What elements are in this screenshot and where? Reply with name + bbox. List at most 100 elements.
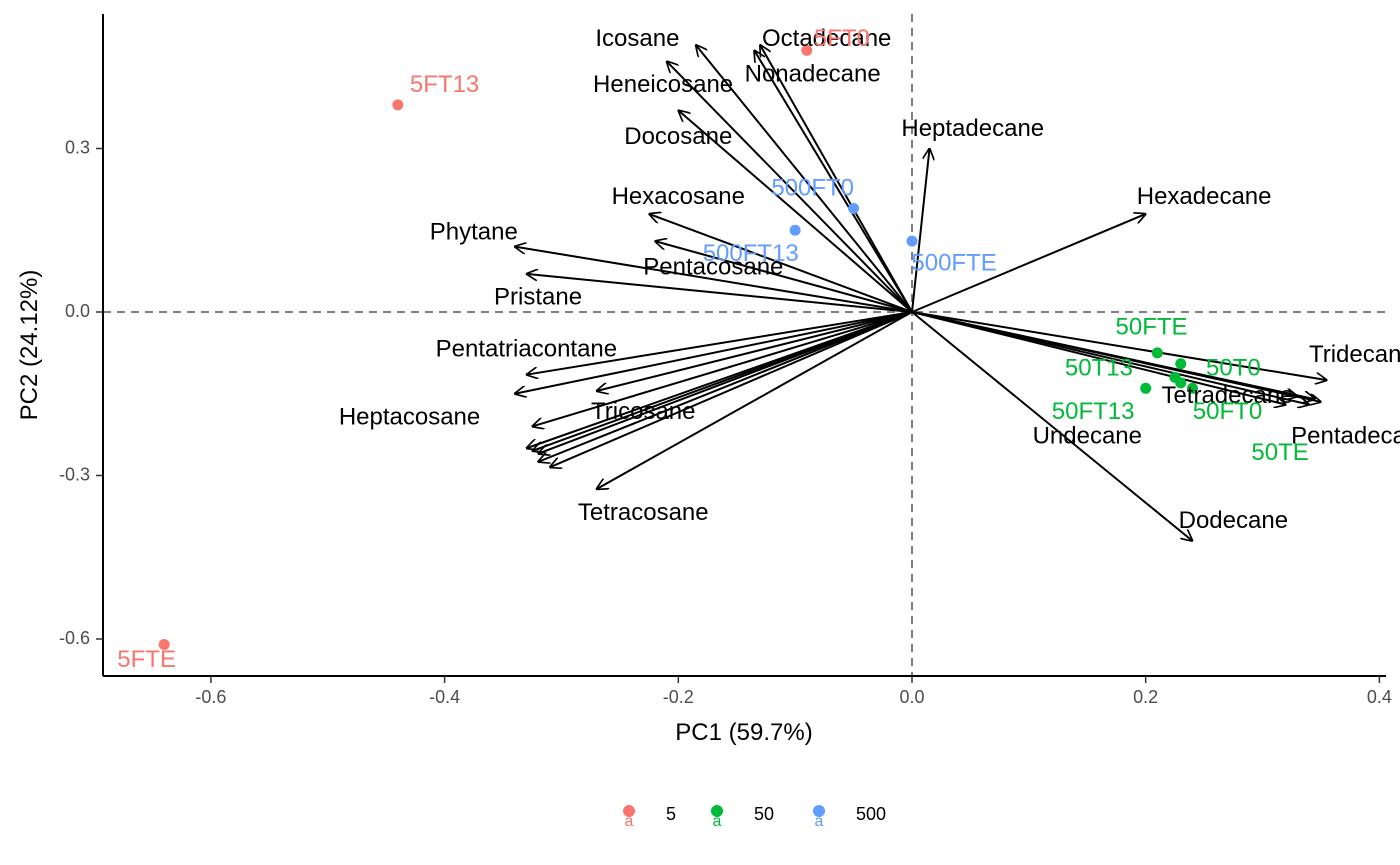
data-point (1186, 382, 1198, 394)
loading-arrow (538, 311, 913, 454)
loading-arrow (667, 61, 913, 313)
observation-label: 500FT13 (703, 240, 799, 267)
loading-arrows (515, 45, 1327, 541)
reference-lines (103, 14, 1386, 676)
y-axis-title: PC2 (24.12%) (16, 270, 43, 421)
y-tick-label: -0.6 (59, 628, 90, 648)
loading-label: Phytane (430, 218, 518, 245)
legend-key-glyph: a (625, 813, 634, 830)
loading-label: Tridecane (1309, 341, 1400, 368)
loading-arrow (760, 45, 913, 313)
legend-item: a 500 (813, 804, 886, 830)
loading-label: Tricosane (591, 398, 695, 425)
observation-label: 500FT0 (771, 175, 854, 202)
loading-label: Dodecane (1179, 507, 1288, 534)
observation-label: 50T13 (1065, 355, 1133, 382)
loading-arrow (515, 247, 913, 313)
loading-label: Pentadecane (1291, 423, 1400, 450)
legend-item: a 50 (711, 804, 774, 830)
loading-label: Tetradecane (1161, 382, 1293, 409)
loading-label: Undecane (1033, 423, 1142, 450)
loading-arrow (526, 274, 913, 313)
data-point (801, 44, 813, 56)
x-tick-label: 0.4 (1367, 687, 1392, 707)
observation-label: 50FT13 (1052, 398, 1135, 425)
loading-arrow (911, 311, 1298, 396)
data-point (906, 235, 918, 247)
loading-label: Hexadecane (1137, 183, 1272, 210)
legend-label: 5 (666, 804, 676, 824)
loading-arrow (538, 311, 913, 462)
loading-arrow (754, 50, 913, 313)
loading-arrow (678, 110, 913, 313)
x-tick-label: -0.6 (195, 687, 226, 707)
observation-label: 50T0 (1206, 355, 1261, 382)
legend-label: 500 (856, 804, 886, 824)
loading-arrow (597, 311, 913, 391)
loading-arrow (649, 214, 913, 313)
observation-label: 50TE (1251, 439, 1308, 466)
loading-arrow (911, 311, 1286, 405)
loading-arrow (655, 241, 913, 313)
loading-arrow (696, 45, 913, 313)
loading-label: Pentacosane (643, 254, 783, 281)
x-ticks: -0.6 -0.4 -0.2 0.0 0.2 0.4 (195, 676, 1392, 707)
data-point (1140, 382, 1152, 394)
x-axis-title: PC1 (59.7%) (675, 719, 812, 746)
observation-label: 5FT0 (814, 25, 870, 52)
loading-arrow (532, 311, 913, 426)
data-point (1175, 358, 1187, 370)
observation-labels: 5FT0 5FT13 5FTE 500FT0 500FT13 500FTE 50FTE 50T… (117, 25, 1308, 673)
data-point (392, 99, 404, 111)
axes (102, 14, 1386, 677)
loading-arrow (911, 311, 1327, 380)
loading-label: Pentatriacontane (436, 335, 617, 362)
x-tick-label: -0.4 (429, 687, 460, 707)
y-tick-label: 0.3 (65, 137, 90, 157)
legend: a 5 a 50 a 500 (623, 804, 886, 830)
legend-key-point (813, 805, 825, 817)
loading-labels: Icosane Octadecane Nonadecane Heneicosane Do… (339, 25, 1400, 534)
data-point (158, 638, 170, 650)
loading-label: Icosane (595, 25, 679, 52)
loading-label: Docosane (624, 123, 732, 150)
loading-label: Pristane (494, 284, 582, 311)
observation-label: 50FT0 (1193, 398, 1262, 425)
data-point (789, 224, 801, 236)
data-point (848, 202, 860, 214)
observation-label: 50FTE (1116, 314, 1188, 341)
legend-key-point (623, 805, 635, 817)
loading-arrow (550, 311, 913, 467)
data-point (1151, 347, 1163, 359)
loading-label: Nonadecane (745, 60, 881, 87)
loading-arrow (526, 311, 913, 375)
legend-key-glyph: a (713, 813, 722, 830)
observation-points (158, 44, 1198, 650)
legend-label: 50 (754, 804, 774, 824)
loading-arrow (515, 311, 913, 394)
loading-arrow (911, 149, 930, 313)
x-tick-label: 0.0 (899, 687, 924, 707)
loading-label: Heptadecane (901, 115, 1044, 142)
legend-key-point (711, 805, 723, 817)
loading-label: Tetracosane (578, 499, 709, 526)
observation-label: 5FTE (117, 646, 176, 673)
observation-label: 500FTE (911, 249, 996, 276)
loading-arrow (597, 311, 913, 489)
y-tick-label: 0.0 (65, 301, 90, 321)
observation-label: 5FT13 (410, 71, 479, 98)
x-tick-label: -0.2 (663, 687, 694, 707)
y-ticks: -0.6 -0.3 0.0 0.3 (59, 137, 103, 648)
data-point (1175, 377, 1187, 389)
loading-arrow (911, 311, 1192, 541)
loading-arrow (911, 214, 1146, 313)
loading-label: Octadecane (762, 25, 891, 52)
loading-label: Heneicosane (593, 71, 733, 98)
loading-label: Hexacosane (612, 183, 745, 210)
y-tick-label: -0.3 (59, 464, 90, 484)
loading-label: Heptacosane (339, 404, 480, 431)
legend-key-glyph: a (815, 813, 824, 830)
x-tick-label: 0.2 (1133, 687, 1158, 707)
